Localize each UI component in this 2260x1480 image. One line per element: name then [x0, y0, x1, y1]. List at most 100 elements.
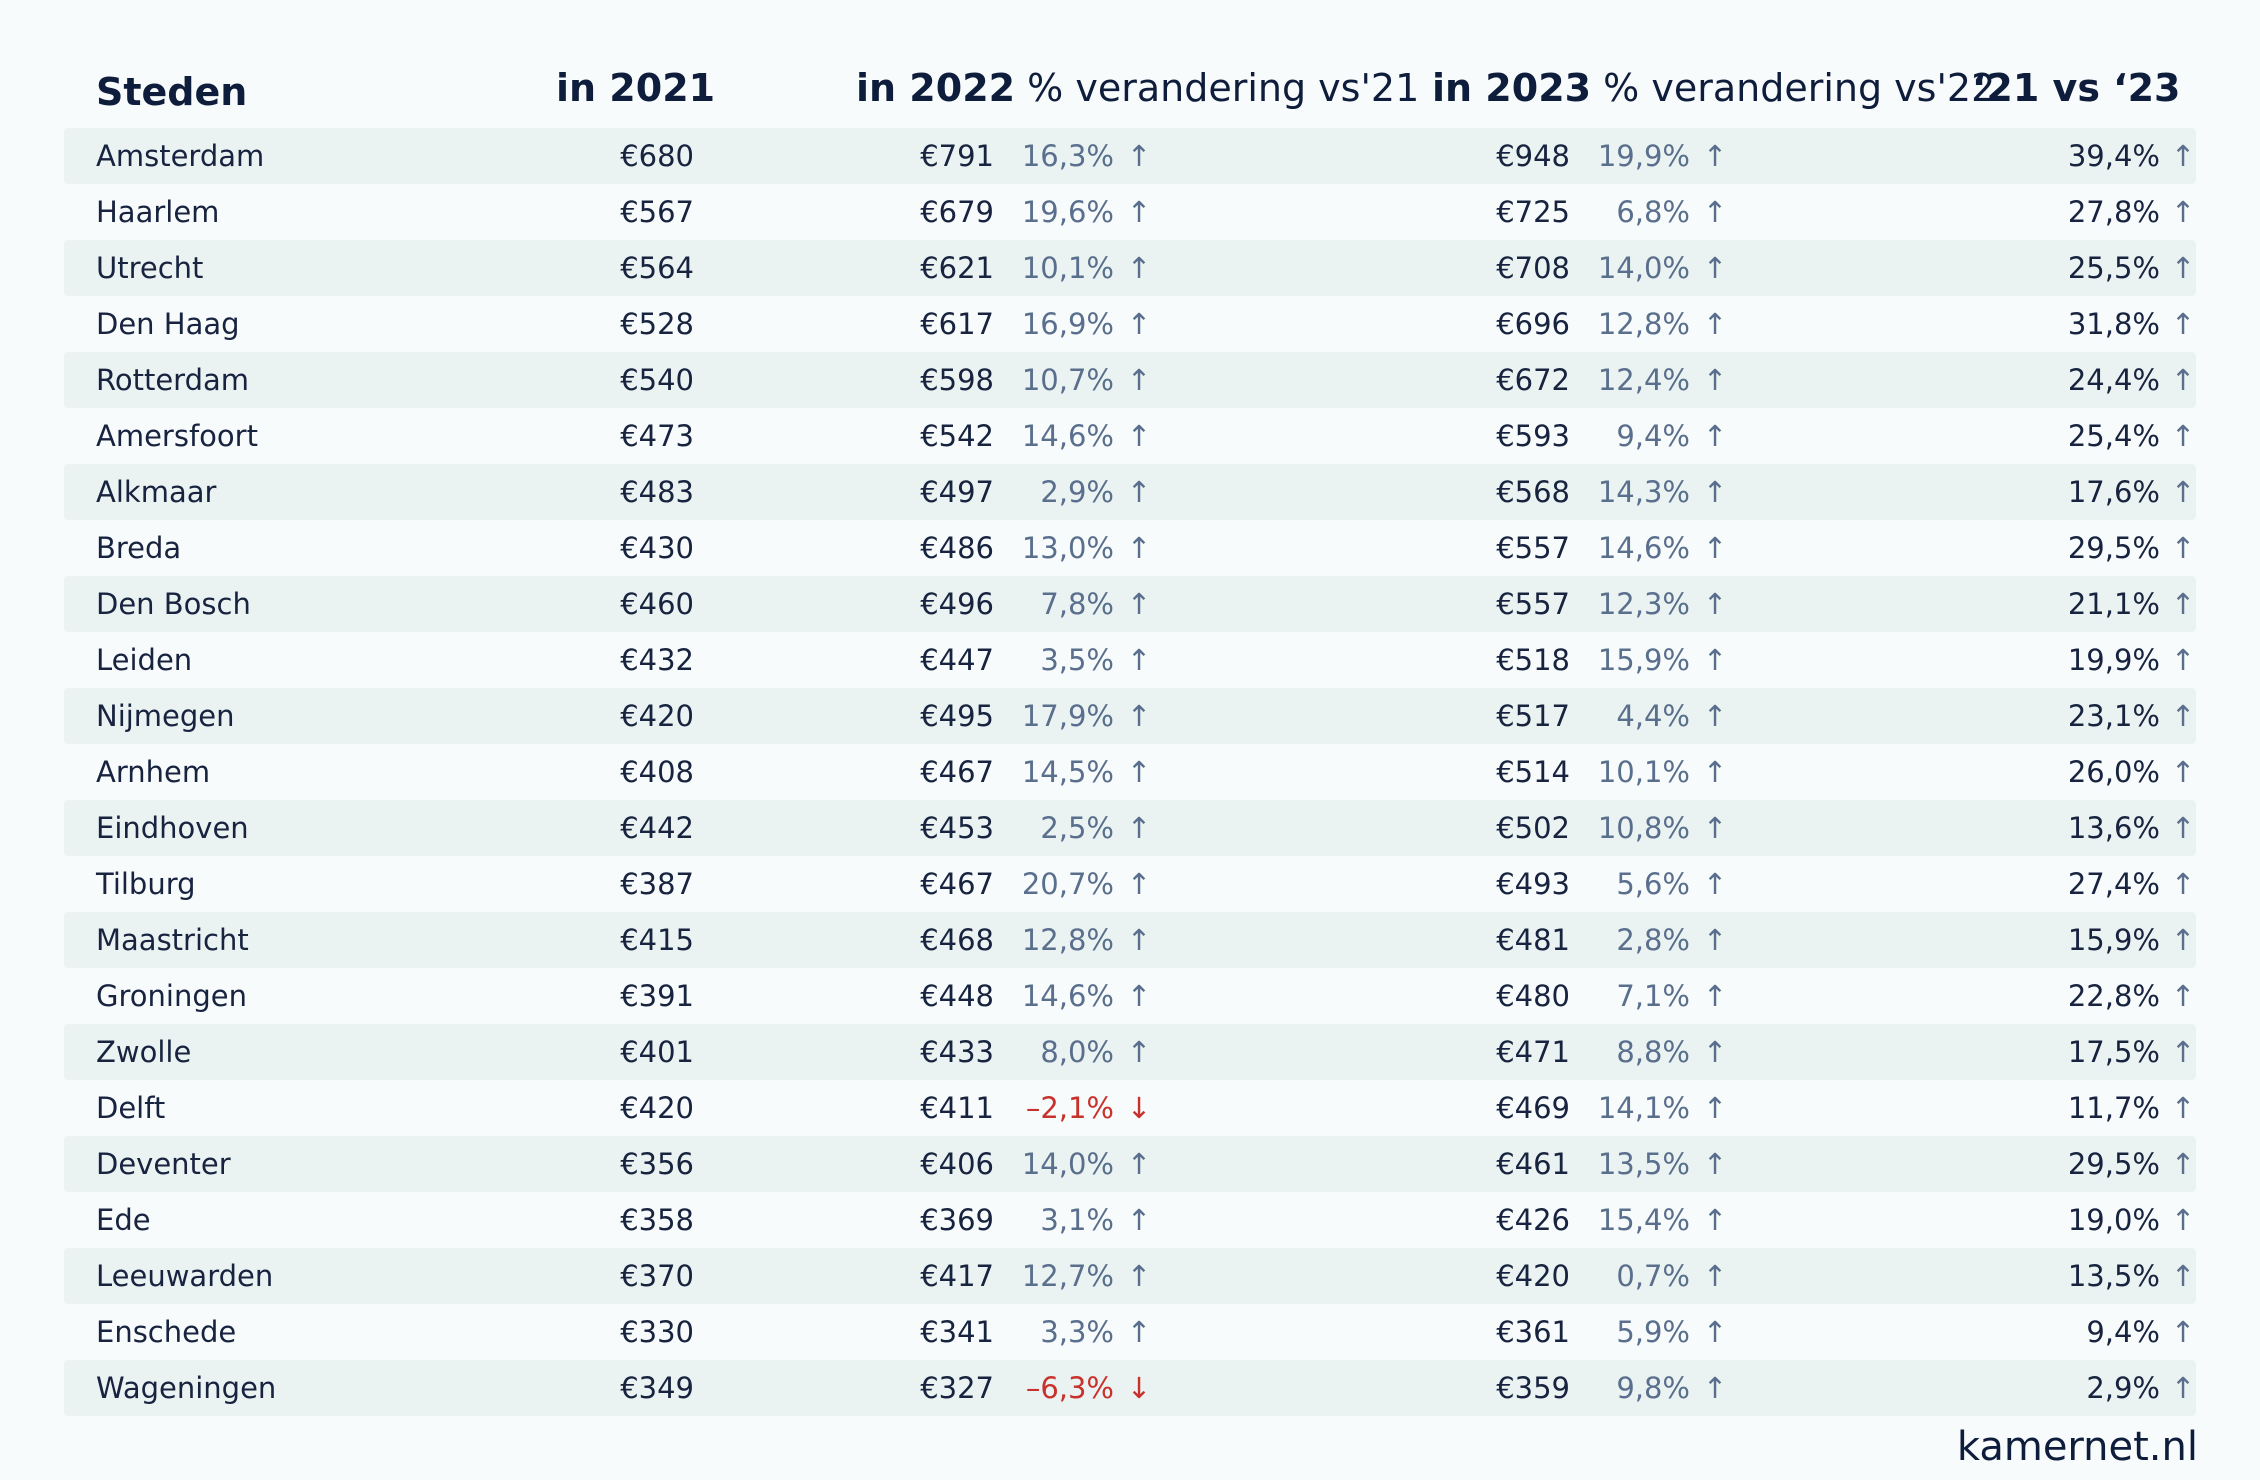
rent-2023: €471: [1496, 1035, 1570, 1069]
change-total: 2,9%: [2086, 1371, 2160, 1405]
table-row: Haarlem €567 €679 19,6% ↑ €725 6,8% ↑ 27,8% ↑: [64, 184, 2196, 240]
change-total: 19,0%: [2067, 1203, 2160, 1237]
rent-2021: €356: [620, 1147, 694, 1181]
table-row: Amersfoort €473 €542 14,6% ↑ €593 9,4% ↑ 25,4% ↑: [64, 408, 2196, 464]
trend-arrow-2023-icon: ↑: [1702, 1035, 1728, 1069]
rent-2021: €442: [620, 811, 694, 845]
rent-2021: €430: [620, 531, 694, 565]
rent-table: Steden in 2021 in 2022 % verandering vs'…: [64, 56, 2196, 1416]
rent-2023: €557: [1496, 587, 1570, 621]
table-body: Amsterdam €680 €791 16,3% ↑ €948 19,9% ↑ 39,4% ↑ H…: [64, 128, 2196, 1416]
trend-arrow-2022-icon: ↑: [1126, 811, 1152, 845]
rent-2022: €468: [920, 923, 994, 957]
rent-2021: €358: [620, 1203, 694, 1237]
trend-arrow-2022-icon: ↑: [1126, 755, 1152, 789]
trend-arrow-2022-icon: ↑: [1126, 1035, 1152, 1069]
trend-arrow-2023-icon: ↑: [1702, 587, 1728, 621]
change-total: 27,4%: [2067, 867, 2160, 901]
rent-2021: €420: [620, 1091, 694, 1125]
city-name: Leiden: [96, 643, 193, 677]
trend-arrow-2023-icon: ↑: [1702, 195, 1728, 229]
rent-2021: €432: [620, 643, 694, 677]
rent-2021: €370: [620, 1259, 694, 1293]
change-2023: 13,5%: [1597, 1147, 1690, 1181]
rent-2021: €408: [620, 755, 694, 789]
change-total: 39,4%: [2067, 139, 2160, 173]
rent-2022: €411: [920, 1091, 994, 1125]
rent-2021: €483: [620, 475, 694, 509]
table-header: Steden in 2021 in 2022 % verandering vs'…: [64, 56, 2196, 128]
city-name: Groningen: [96, 979, 247, 1013]
table-row: Leiden €432 €447 3,5% ↑ €518 15,9% ↑ 19,9% ↑: [64, 632, 2196, 688]
city-name: Den Haag: [96, 307, 240, 341]
trend-arrow-2022-icon: ↑: [1126, 475, 1152, 509]
trend-arrow-2023-icon: ↑: [1702, 1371, 1728, 1405]
table-row: Wageningen €349 €327 –6,3% ↓ €359 9,8% ↑ 2,9% ↑: [64, 1360, 2196, 1416]
rent-2022: €791: [920, 139, 994, 173]
rent-2021: €391: [620, 979, 694, 1013]
change-2023: 9,4%: [1616, 419, 1690, 453]
city-name: Utrecht: [96, 251, 204, 285]
table-row: Tilburg €387 €467 20,7% ↑ €493 5,6% ↑ 27,4% ↑: [64, 856, 2196, 912]
change-2022: 16,3%: [1021, 139, 1114, 173]
change-2023: 12,8%: [1597, 307, 1690, 341]
change-total: 29,5%: [2067, 531, 2160, 565]
rent-2022: €542: [920, 419, 994, 453]
city-name: Ede: [96, 1203, 151, 1237]
change-2022: 19,6%: [1021, 195, 1114, 229]
rent-2023: €557: [1496, 531, 1570, 565]
trend-arrow-total-icon: ↑: [2170, 1315, 2196, 1349]
trend-arrow-2023-icon: ↑: [1702, 475, 1728, 509]
trend-arrow-2022-icon: ↑: [1126, 251, 1152, 285]
trend-arrow-2023-icon: ↑: [1702, 139, 1728, 173]
trend-arrow-2023-icon: ↑: [1702, 1315, 1728, 1349]
trend-arrow-2022-icon: ↑: [1126, 587, 1152, 621]
trend-arrow-2023-icon: ↑: [1702, 1203, 1728, 1237]
change-2022: –6,3%: [1025, 1371, 1114, 1405]
trend-arrow-2022-icon: ↑: [1126, 923, 1152, 957]
change-2023: 15,4%: [1597, 1203, 1690, 1237]
city-name: Maastricht: [96, 923, 249, 957]
trend-arrow-2023-icon: ↑: [1702, 811, 1728, 845]
rent-2023: €518: [1496, 643, 1570, 677]
rent-2023: €469: [1496, 1091, 1570, 1125]
trend-arrow-2023-icon: ↑: [1702, 979, 1728, 1013]
rent-2023: €696: [1496, 307, 1570, 341]
trend-arrow-total-icon: ↑: [2170, 363, 2196, 397]
trend-arrow-2022-icon: ↑: [1126, 307, 1152, 341]
rent-2022: €598: [920, 363, 994, 397]
rent-2023: €420: [1496, 1259, 1570, 1293]
change-2023: 9,8%: [1616, 1371, 1690, 1405]
city-name: Haarlem: [96, 195, 220, 229]
table-row: Den Bosch €460 €496 7,8% ↑ €557 12,3% ↑ 21,1% ↑: [64, 576, 2196, 632]
rent-2022: €369: [920, 1203, 994, 1237]
header-city: Steden: [96, 70, 248, 114]
change-total: 22,8%: [2067, 979, 2160, 1013]
rent-2022: €497: [920, 475, 994, 509]
change-total: 24,4%: [2067, 363, 2160, 397]
change-2022: –2,1%: [1025, 1091, 1114, 1125]
change-2022: 14,6%: [1021, 419, 1114, 453]
city-name: Nijmegen: [96, 699, 235, 733]
rent-2023: €672: [1496, 363, 1570, 397]
trend-arrow-2023-icon: ↑: [1702, 643, 1728, 677]
change-total: 13,5%: [2067, 1259, 2160, 1293]
table-row: Delft €420 €411 –2,1% ↓ €469 14,1% ↑ 11,7% ↑: [64, 1080, 2196, 1136]
table-row: Breda €430 €486 13,0% ↑ €557 14,6% ↑ 29,5% ↑: [64, 520, 2196, 576]
trend-arrow-total-icon: ↑: [2170, 1035, 2196, 1069]
trend-arrow-total-icon: ↑: [2170, 867, 2196, 901]
trend-arrow-2022-icon: ↑: [1126, 979, 1152, 1013]
change-2023: 10,1%: [1597, 755, 1690, 789]
rent-2023: €481: [1496, 923, 1570, 957]
change-2022: 3,1%: [1040, 1203, 1114, 1237]
trend-arrow-2022-icon: ↑: [1126, 195, 1152, 229]
change-2022: 7,8%: [1040, 587, 1114, 621]
change-2022: 3,3%: [1040, 1315, 1114, 1349]
rent-2022: €617: [920, 307, 994, 341]
change-2023: 14,3%: [1597, 475, 1690, 509]
trend-arrow-2022-icon: ↑: [1126, 139, 1152, 173]
change-total: 29,5%: [2067, 1147, 2160, 1181]
table-row: Rotterdam €540 €598 10,7% ↑ €672 12,4% ↑ 24,4% ↑: [64, 352, 2196, 408]
trend-arrow-2022-icon: ↑: [1126, 1315, 1152, 1349]
trend-arrow-total-icon: ↑: [2170, 139, 2196, 173]
